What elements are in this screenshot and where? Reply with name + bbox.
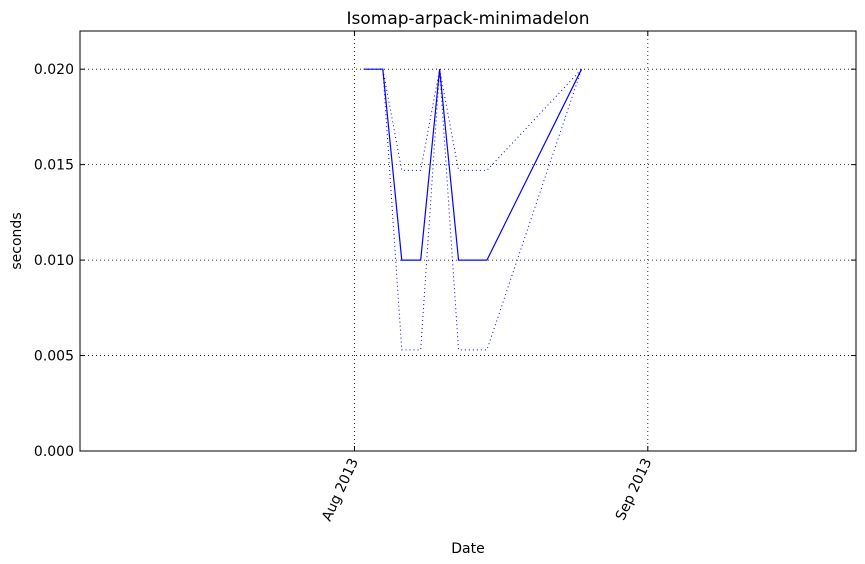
series-upper-line xyxy=(363,68,582,171)
y-tick-label: 0.010 xyxy=(34,253,74,269)
y-axis-label: seconds xyxy=(9,212,25,269)
y-tick-label: 0.000 xyxy=(34,444,74,460)
y-tick-label: 0.015 xyxy=(34,158,74,174)
series-mean-line xyxy=(363,68,583,261)
y-tick-label: 0.020 xyxy=(34,62,74,78)
y-tick-label: 0.005 xyxy=(34,349,74,365)
chart-title: Isomap-arpack-minimadelon xyxy=(346,9,589,29)
y-tick-labels: 0.000 0.005 0.010 0.015 0.020 xyxy=(34,62,74,460)
x-axis-label: Date xyxy=(451,541,484,557)
axis-ticks xyxy=(80,31,856,452)
series-group xyxy=(363,68,583,351)
plot-frame xyxy=(79,30,857,452)
